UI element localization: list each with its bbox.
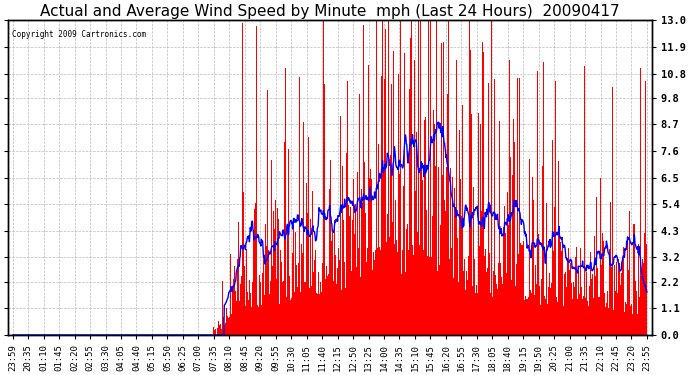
Text: Copyright 2009 Cartronics.com: Copyright 2009 Cartronics.com xyxy=(12,30,146,39)
Title: Actual and Average Wind Speed by Minute  mph (Last 24 Hours)  20090417: Actual and Average Wind Speed by Minute … xyxy=(40,4,620,19)
